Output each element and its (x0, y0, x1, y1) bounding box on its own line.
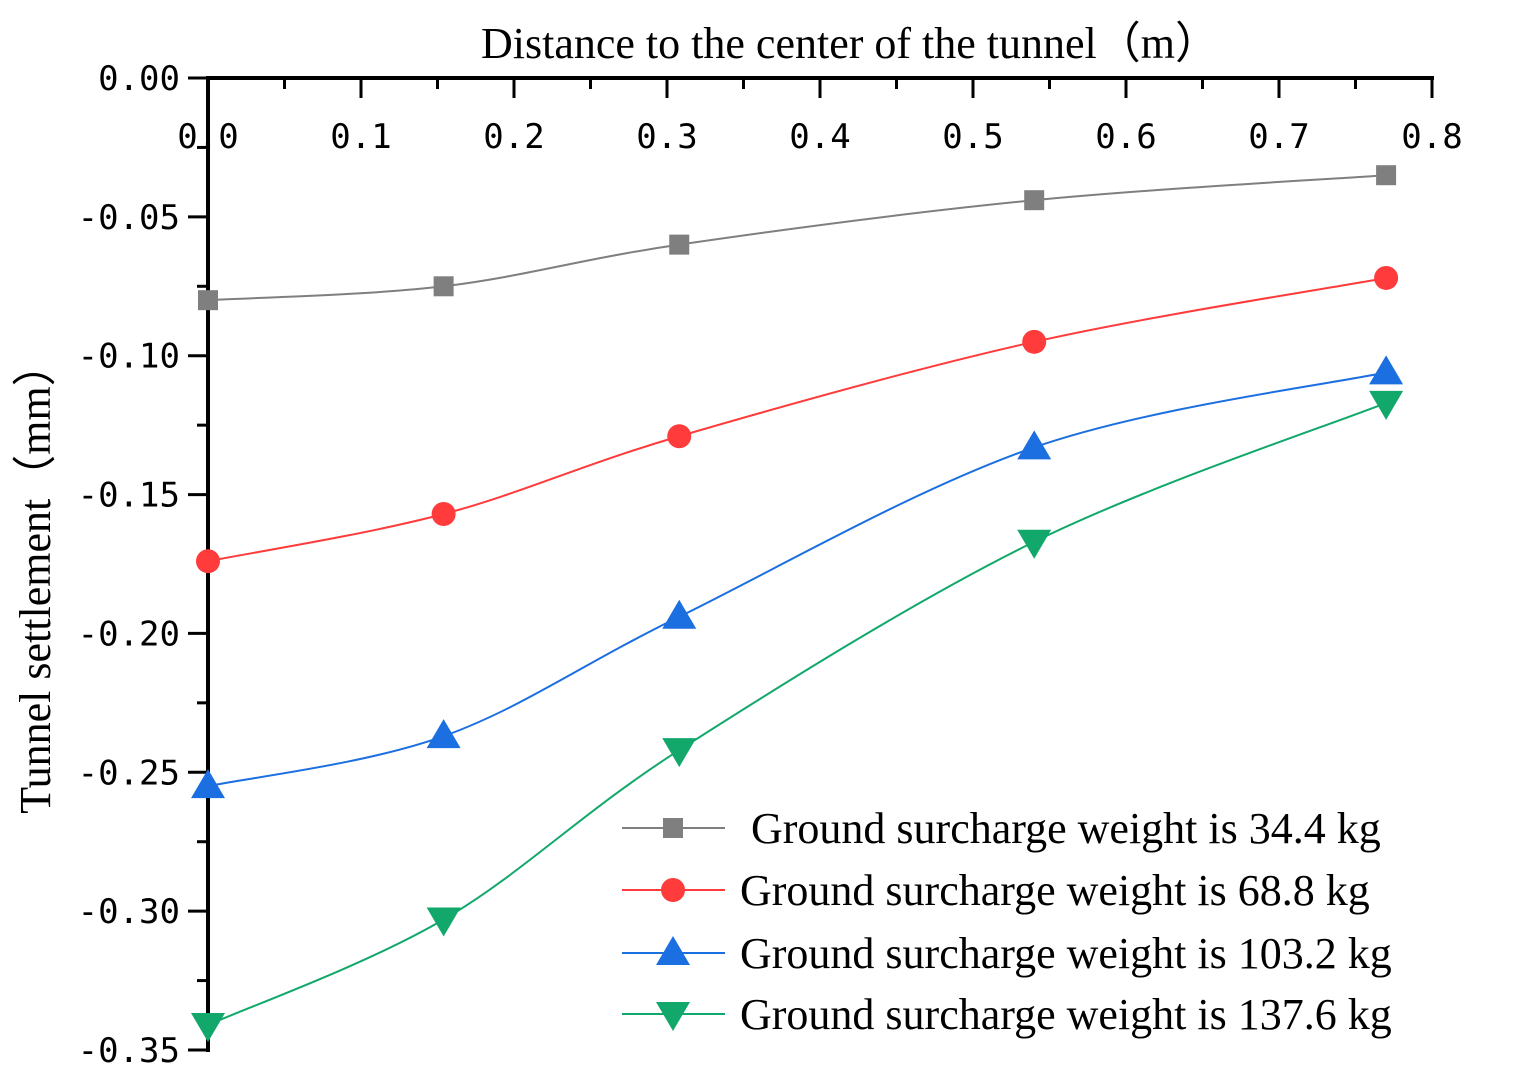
series-line-1 (207, 174, 1387, 302)
legend-marker-3 (656, 936, 690, 965)
data-point-series-3 (1017, 430, 1052, 460)
y-tick-label: -0.05 (78, 198, 180, 238)
data-point-series-4 (1369, 390, 1404, 420)
legend-label-3: Ground surcharge weight is 103.2 kg (740, 929, 1392, 978)
legend: Ground surcharge weight is 34.4 kg Ground… (622, 804, 1392, 1039)
legend-label-4: Ground surcharge weight is 137.6 kg (740, 990, 1392, 1039)
x-tick-label: 0.5 (942, 117, 1003, 157)
y-tick-label: -0.25 (78, 753, 180, 793)
data-point-series-4 (191, 1013, 225, 1043)
legend-marker-2 (661, 878, 685, 902)
data-point-series-2 (667, 424, 692, 449)
data-point-series-4 (426, 907, 461, 937)
data-point-series-1 (1024, 190, 1045, 211)
data-point-series-2 (196, 549, 220, 574)
y-tick-label: -0.30 (78, 892, 180, 932)
x-tick-label: 0.0 (177, 117, 238, 157)
data-point-series-3 (662, 599, 697, 629)
x-tick-label: 0.4 (789, 117, 850, 157)
data-point-series-1 (198, 290, 218, 311)
y-tick-label: -0.35 (78, 1031, 180, 1071)
y-tick-label: -0.10 (78, 337, 180, 377)
data-point-series-4 (1017, 529, 1052, 559)
data-point-series-2 (431, 502, 456, 527)
data-point-series-2 (1374, 265, 1399, 290)
legend-marker-1 (663, 818, 683, 838)
series-line-4 (207, 401, 1387, 1026)
y-axis-title: Tunnel settlement（mm） (11, 342, 60, 813)
x-tick-label: 0.3 (636, 117, 697, 157)
x-tick-label: 0.8 (1401, 117, 1462, 157)
data-point-series-2 (1022, 329, 1047, 354)
x-tick-label: 0.7 (1248, 117, 1309, 157)
legend-label-1: Ground surcharge weight is 34.4 kg (740, 804, 1381, 853)
x-axis-title: Distance to the center of the tunnel（m） (481, 19, 1219, 68)
legend-marker-4 (656, 1002, 690, 1031)
data-point-series-3 (1369, 355, 1404, 385)
data-point-series-3 (426, 719, 461, 749)
y-tick-label: -0.15 (78, 476, 180, 516)
series-line-2 (207, 276, 1387, 563)
data-point-series-1 (669, 234, 690, 255)
y-tick-label: 0.00 (98, 59, 180, 99)
data-point-series-1 (1376, 165, 1397, 186)
x-tick-label: 0.1 (330, 117, 391, 157)
series-line-3 (207, 371, 1387, 788)
series-lines (207, 174, 1387, 1026)
legend-label-2: Ground surcharge weight is 68.8 kg (740, 866, 1370, 915)
data-point-series-1 (433, 276, 454, 297)
data-point-series-3 (191, 769, 225, 799)
x-tick-label: 0.6 (1095, 117, 1156, 157)
series-markers (191, 165, 1404, 1043)
y-tick-label: -0.20 (78, 614, 180, 654)
axes: 0.0 0.1 0.2 0.3 0.4 0.5 0.6 0.7 0.8 0.00 -0.05 -0.1… (78, 59, 1463, 1071)
data-point-series-4 (662, 738, 697, 768)
x-tick-label: 0.2 (483, 117, 544, 157)
